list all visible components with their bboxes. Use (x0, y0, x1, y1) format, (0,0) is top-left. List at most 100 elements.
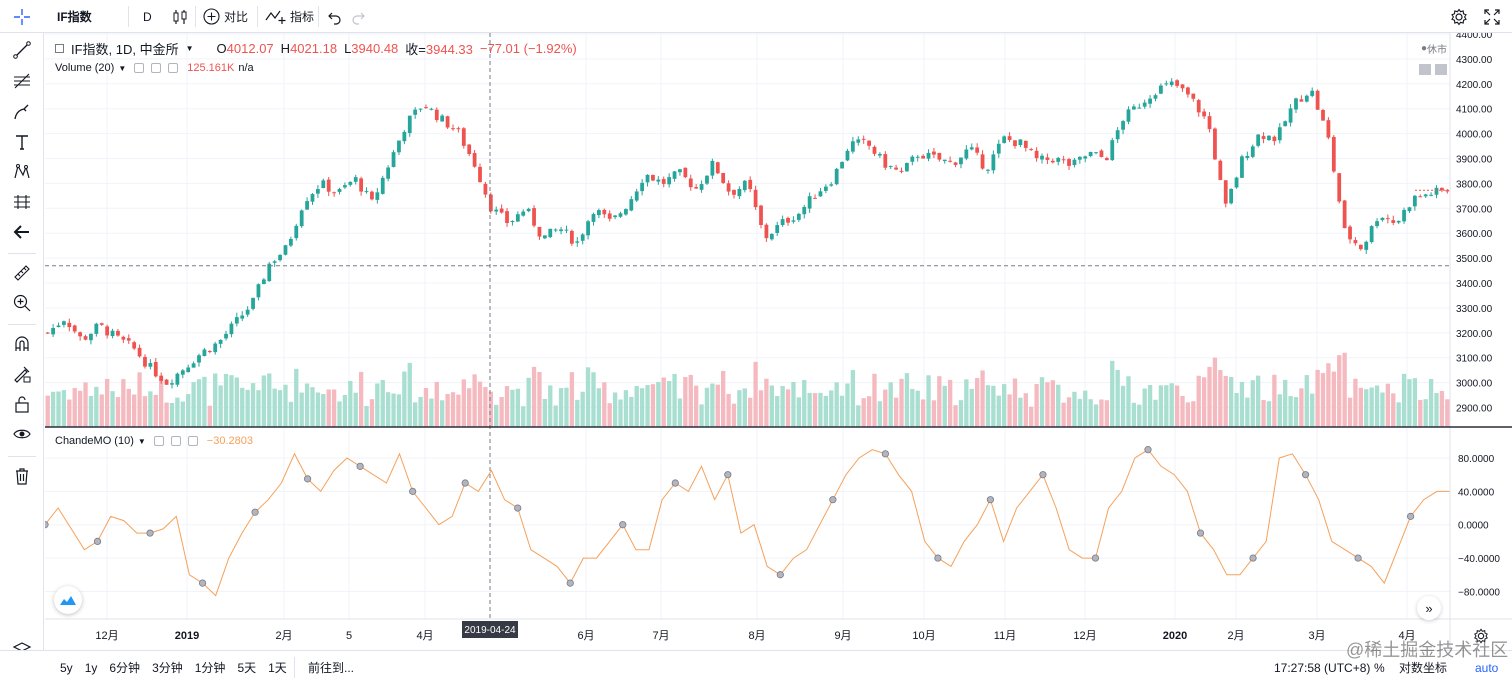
volume-bar (531, 366, 537, 427)
candle-body (1272, 136, 1277, 142)
zoom-in-icon[interactable] (7, 290, 37, 316)
volume-bar (467, 388, 472, 427)
range-button[interactable]: 5y (60, 660, 73, 675)
volume-bar (1007, 394, 1012, 427)
candle-body (640, 182, 645, 192)
volume-bar (812, 393, 818, 427)
volume-bar (596, 388, 602, 427)
back-arrow-icon[interactable] (7, 219, 37, 245)
fib-tool-icon[interactable] (7, 68, 37, 94)
prediction-icon[interactable] (7, 189, 37, 215)
oscillator-marker (1196, 529, 1205, 537)
time-tick-label: 10月 (912, 630, 935, 642)
scroll-to-realtime-icon[interactable]: » (1417, 596, 1441, 620)
range-button[interactable]: 5天 (237, 661, 257, 675)
candle-body (559, 229, 563, 232)
oscillator-marker (671, 479, 679, 487)
settings-gear-icon[interactable] (1450, 0, 1468, 33)
volume-bar (288, 401, 294, 427)
chart-settings-icon[interactable] (1469, 624, 1493, 648)
candle-body (1288, 108, 1293, 123)
volume-bar (1191, 401, 1196, 427)
chevron-down-icon[interactable]: ▼ (185, 44, 194, 53)
price-tick-label: 3700.00 (1456, 204, 1493, 215)
candle-body (542, 235, 547, 239)
volume-bar (856, 405, 861, 427)
settings-icon[interactable] (170, 436, 181, 446)
redo-icon[interactable] (350, 0, 366, 33)
drawing-toolbar (0, 33, 44, 656)
visibility-icon[interactable] (134, 63, 145, 73)
pattern-icon[interactable] (7, 159, 37, 185)
compare-button[interactable]: 对比 (203, 0, 248, 33)
log-scale-toggle[interactable]: 对数坐标 (1399, 661, 1448, 675)
candle-style-icon[interactable] (171, 0, 189, 33)
volume-bar (132, 394, 137, 427)
close-icon[interactable] (187, 436, 198, 446)
trash-icon[interactable] (7, 463, 37, 489)
volume-bar (1153, 399, 1158, 427)
volume-bar (710, 383, 715, 427)
collapse-pane-icon[interactable] (1419, 64, 1431, 75)
eye-icon[interactable] (7, 421, 37, 447)
volume-bar (1137, 404, 1142, 427)
volume-bar (45, 395, 50, 427)
chevron-down-icon[interactable]: ▼ (137, 436, 146, 446)
text-tool-icon[interactable] (7, 129, 37, 155)
clock-timezone[interactable]: 17:27:58 (UTC+8) (1274, 660, 1371, 675)
goto-date-button[interactable]: 前往到... (308, 661, 355, 675)
candle-body (629, 199, 634, 211)
time-tick-label: 11月 (994, 630, 1016, 642)
candle-body (451, 128, 455, 130)
interval-button[interactable]: D (143, 9, 152, 24)
candle-body (283, 245, 288, 255)
volume-bar (110, 391, 115, 427)
volume-bar (121, 379, 126, 427)
high-value: 4021.18 (290, 41, 338, 56)
candle-body (445, 116, 450, 128)
maximize-pane-icon[interactable] (1435, 64, 1447, 75)
visibility-icon[interactable] (153, 436, 164, 446)
percent-toggle[interactable]: % (1374, 660, 1385, 675)
range-button[interactable]: 1天 (268, 661, 287, 675)
unlock-icon[interactable] (7, 391, 37, 417)
chevron-down-icon[interactable]: ▼ (118, 63, 127, 73)
range-button[interactable]: 6分钟 (109, 661, 141, 675)
close-icon[interactable] (168, 63, 179, 73)
volume-bar (1131, 402, 1137, 427)
lock-drawing-icon[interactable] (7, 361, 37, 387)
magnet-icon[interactable] (7, 331, 37, 357)
chart-area[interactable]: 3469.502019-04-243772.73 4400.004300.004… (41, 30, 1512, 650)
volume-bar (1385, 383, 1391, 427)
indicators-button[interactable]: 指标 (265, 0, 314, 33)
range-button[interactable]: 1分钟 (194, 661, 226, 675)
settings-icon[interactable] (151, 63, 162, 73)
collapse-icon[interactable] (55, 44, 64, 53)
volume-bar (1126, 376, 1131, 427)
brand-logo-icon[interactable] (54, 586, 82, 614)
watermark: @稀土掘金技术社区 (1346, 640, 1509, 660)
price-chart-svg[interactable]: 3469.502019-04-243772.73 4400.004300.004… (41, 30, 1512, 650)
range-button[interactable]: 1y (84, 660, 98, 675)
volume-bar (142, 396, 148, 427)
auto-scale-toggle[interactable]: auto (1475, 660, 1499, 675)
price-tick-label: 4100.00 (1456, 105, 1493, 116)
candle-body (261, 279, 266, 285)
symbol-search[interactable]: IF指数 (57, 10, 92, 24)
candle-body (326, 179, 331, 192)
candle-body (1196, 100, 1201, 113)
trend-line-icon[interactable] (7, 37, 37, 63)
volume-bar (72, 388, 77, 427)
candle-body (699, 184, 704, 190)
oscillator-marker (934, 554, 942, 562)
range-button[interactable]: 3分钟 (152, 661, 183, 675)
volume-bar (1158, 385, 1164, 427)
fullscreen-icon[interactable] (1484, 0, 1500, 33)
brush-icon[interactable] (7, 99, 37, 125)
undo-icon[interactable] (327, 0, 343, 33)
volume-bars (45, 352, 1450, 427)
crosshair-icon[interactable] (10, 0, 34, 33)
volume-bar (910, 388, 915, 427)
ruler-icon[interactable] (7, 260, 37, 286)
volume-bar (1218, 370, 1223, 427)
